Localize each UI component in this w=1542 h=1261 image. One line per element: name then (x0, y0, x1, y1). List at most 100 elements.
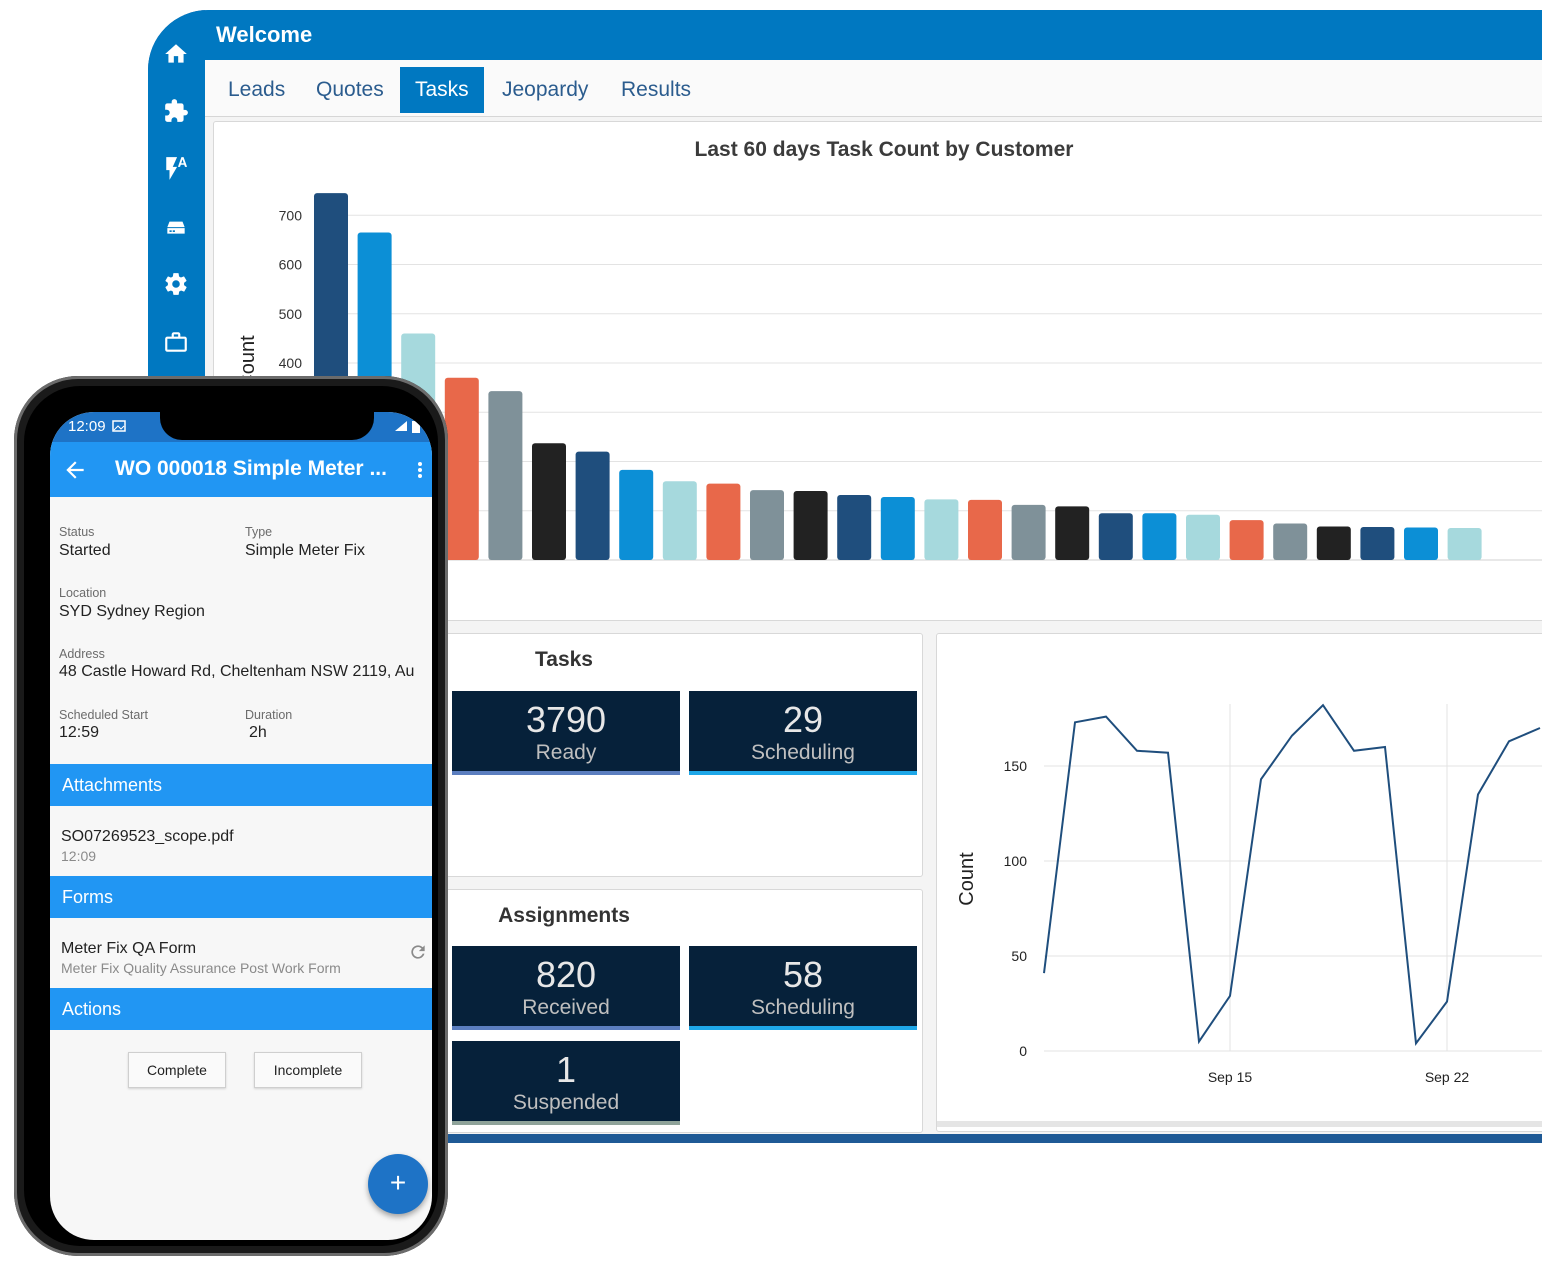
attachments-title: Attachments (62, 775, 163, 795)
bar[interactable] (1055, 506, 1090, 560)
flash-auto-icon[interactable] (160, 152, 192, 184)
incomplete-button[interactable]: Incomplete (254, 1052, 362, 1088)
attachments-header: Attachments (50, 764, 432, 806)
bar[interactable] (1447, 527, 1482, 560)
bar[interactable] (532, 443, 566, 560)
stat-value: 1 (555, 1049, 577, 1090)
tasks-panel-title: Tasks (535, 648, 593, 671)
stat-value: 58 (782, 954, 824, 995)
inbox-tray-icon[interactable] (160, 210, 192, 242)
y-tick-label: 500 (279, 306, 303, 322)
tab-bar: Leads Quotes Tasks Jeopardy Results (205, 60, 1542, 117)
bar[interactable] (880, 496, 915, 560)
type-label: Type (245, 525, 273, 539)
stat-label: Suspended (512, 1091, 620, 1114)
bar[interactable] (706, 483, 741, 560)
app-title: Welcome (216, 22, 313, 47)
line-series[interactable] (1043, 703, 1541, 1047)
bar[interactable] (1404, 527, 1438, 560)
bar[interactable] (1186, 514, 1220, 560)
home-icon[interactable] (160, 38, 192, 70)
tab-leads[interactable]: Leads (228, 78, 286, 101)
horizontal-scrollbar[interactable] (937, 1121, 1542, 1127)
tab-tasks[interactable]: Tasks (400, 67, 484, 113)
briefcase-icon[interactable] (160, 326, 192, 358)
y-tick-label: 0 (1019, 1043, 1027, 1059)
back-arrow-icon[interactable] (62, 457, 88, 483)
tab-results[interactable]: Results (621, 78, 692, 101)
work-order-title: WO 000018 Simple Meter ... (115, 457, 387, 480)
bar[interactable] (1273, 523, 1308, 560)
bar[interactable] (1142, 513, 1177, 560)
stat-suspended[interactable]: 1 Suspended (452, 1041, 680, 1125)
y-axis-label: Count (956, 852, 978, 906)
tab-jeopardy[interactable]: Jeopardy (502, 78, 589, 101)
bar[interactable] (1316, 526, 1351, 560)
stat-scheduling[interactable]: 58 Scheduling (689, 946, 917, 1030)
bar[interactable] (1098, 513, 1133, 560)
stat-accent-bar (452, 771, 680, 775)
y-tick-label: 150 (1004, 758, 1028, 774)
bar[interactable] (924, 499, 959, 560)
duration-label: Duration (245, 708, 293, 722)
stat-received[interactable]: 820 Received (452, 946, 680, 1030)
refresh-icon[interactable] (408, 942, 428, 962)
y-tick-label: 50 (1011, 948, 1027, 964)
status-time: 12:09 (68, 418, 106, 435)
address-value: 48 Castle Howard Rd, Cheltenham NSW 2119… (59, 663, 415, 680)
stat-accent-bar (452, 1026, 680, 1030)
phone-device-frame: 12:09 WO 000018 Simple Meter ... Status … (14, 376, 448, 1256)
stat-ready[interactable]: 3790 Ready (452, 691, 680, 775)
chart-title: Last 60 days Task Count by Customer (694, 138, 1074, 161)
assignments-panel-title: Assignments (498, 904, 630, 927)
y-tick-label: 600 (279, 257, 303, 273)
forms-header: Forms (50, 876, 432, 918)
bar[interactable] (488, 391, 523, 560)
bar[interactable] (1011, 504, 1046, 560)
puzzle-icon[interactable] (160, 95, 192, 127)
bar[interactable] (575, 451, 610, 560)
phone-bezel: 12:09 WO 000018 Simple Meter ... Status … (24, 386, 438, 1246)
signal-icon (395, 421, 407, 431)
bar[interactable] (837, 494, 872, 560)
actions-header: Actions (50, 988, 432, 1030)
duration-value: 2h (249, 724, 267, 741)
image-icon (112, 420, 126, 432)
stat-value: 820 (535, 954, 597, 995)
scheduled-start-label: Scheduled Start (59, 708, 148, 722)
stat-label: Scheduling (751, 741, 855, 764)
add-fab-button[interactable]: + (368, 1154, 428, 1214)
gear-icon[interactable] (160, 268, 192, 300)
attachment-file-name[interactable]: SO07269523_scope.pdf (61, 828, 234, 845)
stat-scheduling[interactable]: 29 Scheduling (689, 691, 917, 775)
stat-accent-bar (689, 771, 917, 775)
bar[interactable] (662, 481, 697, 560)
bar[interactable] (444, 377, 479, 560)
address-label: Address (59, 647, 105, 661)
attachment-time: 12:09 (61, 848, 97, 864)
more-vert-icon[interactable] (412, 457, 428, 483)
bar[interactable] (1229, 520, 1264, 560)
bar[interactable] (619, 469, 654, 560)
bar[interactable] (968, 499, 1002, 560)
bar[interactable] (1360, 527, 1395, 560)
status-value: Started (59, 542, 111, 559)
bar[interactable] (793, 491, 828, 560)
battery-icon (412, 421, 420, 433)
stat-accent-bar (689, 1026, 917, 1030)
form-name[interactable]: Meter Fix QA Form (61, 940, 197, 957)
bar[interactable] (750, 490, 784, 560)
stat-label: Received (522, 996, 610, 1019)
location-value: SYD Sydney Region (59, 603, 205, 620)
tab-quotes[interactable]: Quotes (316, 78, 384, 101)
complete-button[interactable]: Complete (128, 1052, 226, 1088)
stat-label: Scheduling (751, 996, 855, 1019)
y-tick-label: 100 (1004, 853, 1028, 869)
stat-value: 29 (782, 699, 824, 740)
y-tick-label: 400 (279, 355, 303, 371)
location-label: Location (59, 586, 107, 600)
stat-label: Ready (535, 741, 597, 764)
line-chart-card: 0 50 100 150 Sep 15 Sep 22 Count (936, 633, 1542, 1132)
phone-screen: 12:09 WO 000018 Simple Meter ... Status … (50, 412, 432, 1240)
line-chart: 0 50 100 150 Sep 15 Sep 22 Count (937, 703, 1542, 1127)
